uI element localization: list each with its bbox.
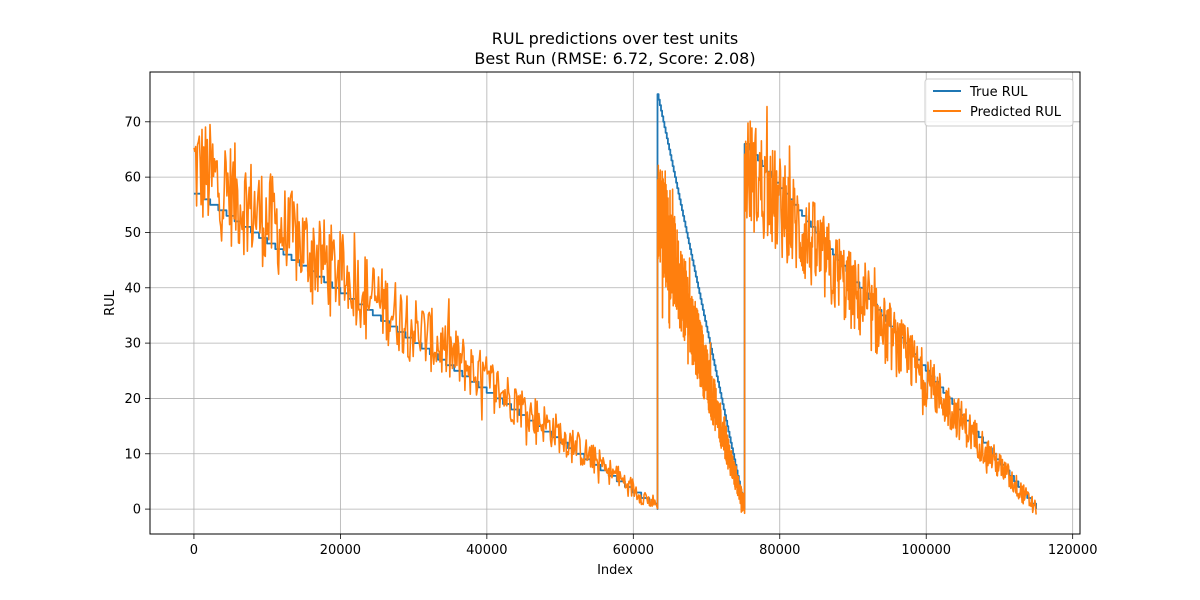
- y-tick-label: 40: [124, 281, 141, 296]
- y-tick-label: 20: [124, 392, 141, 407]
- x-tick-label: 100000: [901, 543, 951, 558]
- y-tick-label: 30: [124, 337, 141, 352]
- x-tick-label: 40000: [466, 543, 507, 558]
- x-axis-label: Index: [597, 563, 633, 578]
- x-tick-label: 20000: [320, 543, 361, 558]
- axis-ticks: 0 20000 40000 60000 80000 100000 120000 0 10 20 30…: [124, 115, 1097, 558]
- legend: True RUL Predicted RUL: [924, 78, 1074, 127]
- y-tick-label: 60: [124, 171, 141, 186]
- y-tick-label: 0: [133, 503, 141, 518]
- x-tick-label: 80000: [759, 543, 800, 558]
- x-tick-label: 60000: [613, 543, 654, 558]
- chart-title: RUL predictions over test units: [492, 29, 738, 48]
- legend-label-true-rul: True RUL: [969, 85, 1028, 100]
- x-tick-label: 0: [190, 543, 198, 558]
- x-tick-label: 120000: [1048, 543, 1098, 558]
- y-tick-label: 50: [124, 226, 141, 241]
- series-line-true-rul: [193, 93, 1037, 510]
- y-axis-label: RUL: [103, 289, 118, 316]
- y-tick-label: 10: [124, 447, 141, 462]
- legend-label-predicted-rul: Predicted RUL: [970, 105, 1062, 120]
- plot-frame: [149, 71, 1081, 535]
- legend-box: [924, 78, 1074, 127]
- y-tick-label: 70: [124, 115, 141, 130]
- chart-subtitle: Best Run (RMSE: 6.72, Score: 2.08): [474, 49, 755, 68]
- series-line-predicted-rul: [193, 105, 1037, 515]
- plot-series: [193, 93, 1037, 515]
- grid: [150, 72, 1080, 534]
